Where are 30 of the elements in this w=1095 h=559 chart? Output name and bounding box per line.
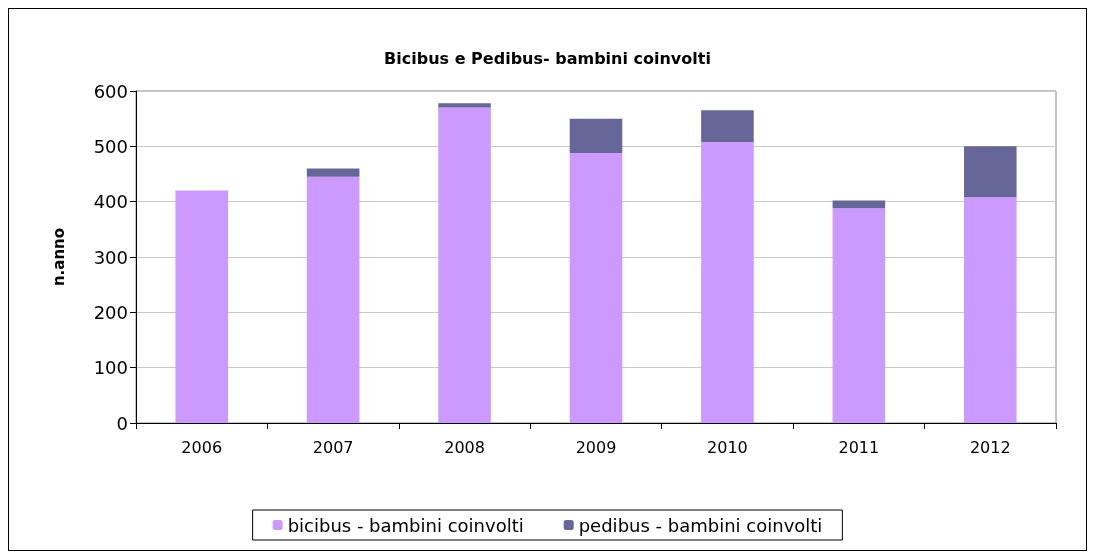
- bar: [438, 103, 491, 108]
- y-tick-label: 500: [93, 135, 128, 157]
- bar: [569, 152, 623, 423]
- y-axis-title: n.anno: [49, 227, 68, 287]
- y-tick-label: 400: [93, 191, 128, 213]
- y-tick-label: 300: [93, 246, 128, 268]
- bar: [832, 208, 886, 423]
- y-tick-label: 600: [93, 80, 128, 102]
- chart-title: Bicibus e Pedibus- bambini coinvolti: [384, 48, 711, 68]
- x-tick-label: 2011: [838, 437, 880, 457]
- x-tick-label: 2007: [312, 437, 354, 457]
- bar: [964, 146, 1017, 198]
- x-tick-label: 2010: [707, 437, 748, 457]
- bar: [306, 176, 360, 423]
- bar: [701, 141, 754, 423]
- x-tick-label: 2006: [181, 437, 223, 457]
- bar: [701, 110, 754, 142]
- legend-label: bicibus - bambini coinvolti: [287, 514, 524, 536]
- x-tick-label: 2008: [444, 437, 485, 457]
- bar: [175, 190, 228, 423]
- bar: [306, 168, 360, 177]
- y-tick-label: 100: [93, 357, 128, 379]
- x-tick-label: 2012: [969, 437, 1011, 457]
- bar: [964, 197, 1017, 423]
- y-tick-label: 0: [116, 412, 128, 434]
- bar: [438, 107, 491, 423]
- legend-label: pedibus - bambini coinvolti: [578, 514, 823, 536]
- y-tick-label: 200: [93, 301, 128, 323]
- bar: [569, 118, 623, 153]
- x-tick-label: 2009: [575, 437, 617, 457]
